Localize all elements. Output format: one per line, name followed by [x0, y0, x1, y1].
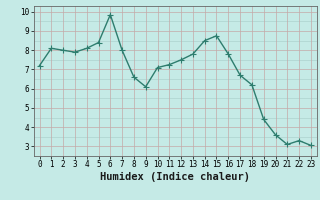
X-axis label: Humidex (Indice chaleur): Humidex (Indice chaleur): [100, 172, 250, 182]
